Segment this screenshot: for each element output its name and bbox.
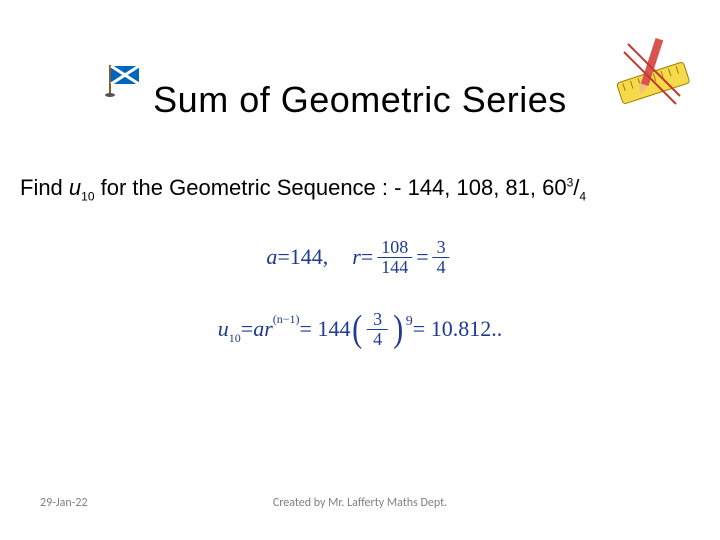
math1-mid-eq: = bbox=[416, 244, 428, 270]
math2-eq3: = 10.812.. bbox=[413, 316, 502, 342]
math1-frac2: 3 4 bbox=[433, 238, 450, 277]
question-frac-bot: 4 bbox=[579, 189, 586, 203]
math2-ar: ar bbox=[253, 316, 273, 342]
math2-eq1: = bbox=[241, 316, 253, 342]
math1-r-eq: = bbox=[361, 244, 373, 270]
slide-title: Sum of Geometric Series bbox=[153, 79, 567, 121]
math2-u: u bbox=[218, 316, 229, 342]
math-equation-1: a = 144, r = 108 144 = 3 4 bbox=[266, 238, 453, 277]
math1-frac2-den: 4 bbox=[433, 258, 450, 277]
question-text: Find u10 for the Geometric Sequence : - … bbox=[20, 175, 700, 203]
math1-frac2-num: 3 bbox=[433, 238, 450, 258]
math2-u-sub: 10 bbox=[229, 331, 241, 346]
math1-frac1-den: 144 bbox=[377, 258, 412, 277]
math1-a-lhs: a bbox=[266, 244, 277, 270]
math1-a-val: 144, bbox=[290, 244, 329, 270]
footer-credit: Created by Mr. Lafferty Maths Dept. bbox=[273, 496, 447, 510]
math2-pf-num: 3 bbox=[367, 310, 388, 330]
math2-eq2: = 144 bbox=[300, 316, 351, 342]
footer-date: 29-Jan-22 bbox=[40, 496, 88, 510]
question-subscript: 10 bbox=[81, 189, 94, 203]
math1-frac1: 108 144 bbox=[377, 238, 412, 277]
math-equation-2: u 10 = ar (n−1) = 144 ( 3 4 ) 9 = 10.812… bbox=[218, 310, 502, 349]
slide-title-row: Sum of Geometric Series bbox=[0, 50, 720, 150]
math2-exp2: 9 bbox=[406, 314, 413, 330]
math2-paren-frac: ( 3 4 ) bbox=[350, 310, 404, 349]
math1-frac1-num: 108 bbox=[377, 238, 412, 258]
math1-r-lhs: r bbox=[352, 244, 361, 270]
question-prefix: Find bbox=[20, 175, 69, 200]
question-frac-top: 3 bbox=[567, 176, 574, 190]
math2-pf-den: 4 bbox=[367, 330, 388, 349]
question-mid: for the Geometric Sequence : - 144, 108,… bbox=[95, 175, 567, 200]
question-var: u bbox=[69, 175, 81, 200]
math2-exp1: (n−1) bbox=[273, 312, 300, 327]
math1-eq1: = bbox=[277, 244, 289, 270]
